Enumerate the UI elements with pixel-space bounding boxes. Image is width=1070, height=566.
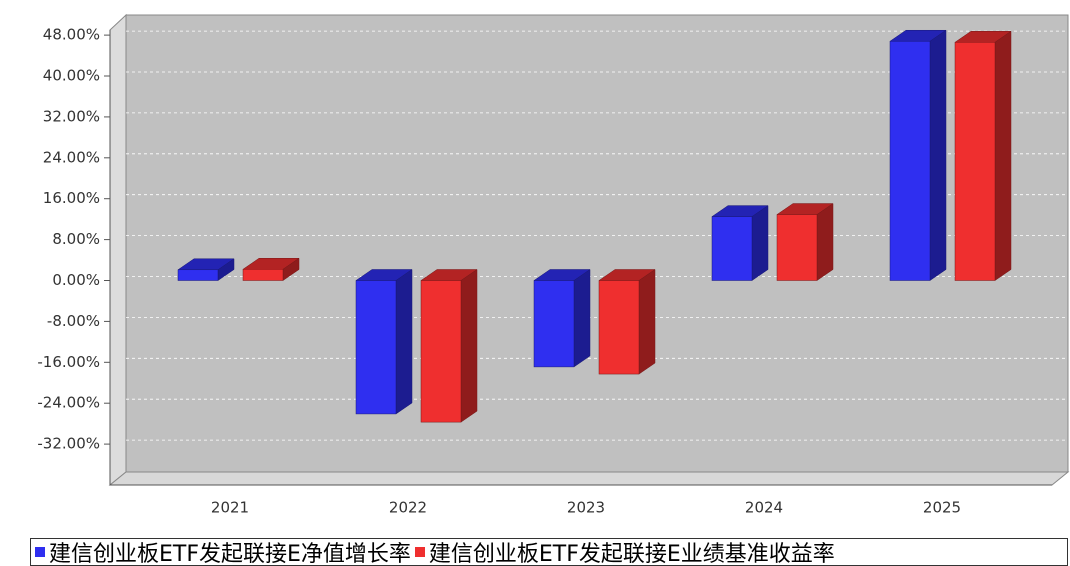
y-tick-label: 32.00% <box>43 107 100 125</box>
bar <box>598 280 640 375</box>
y-tick-label: -24.00% <box>37 394 100 412</box>
bar-side <box>929 29 947 281</box>
bar <box>177 269 219 281</box>
x-tick-label: 2024 <box>745 499 783 517</box>
y-tick-label: 16.00% <box>43 189 100 207</box>
y-tick-label: 48.00% <box>43 26 100 44</box>
legend-label: 建信创业板ETF发起联接E净值增长率 <box>49 542 411 566</box>
bar <box>711 216 753 281</box>
legend: 建信创业板ETF发起联接E净值增长率 建信创业板ETF发起联接E业绩基准收益率 <box>30 538 1068 566</box>
chart: -32.00% -24.00% -16.00% -8.00% 0.00% 8.00% 16.… <box>37 13 1070 517</box>
x-tick-label: 2022 <box>389 499 427 517</box>
bar <box>420 280 462 423</box>
bar-side <box>751 205 769 281</box>
bar-side <box>573 269 591 368</box>
bar-side <box>816 203 834 281</box>
bar-side <box>994 30 1012 281</box>
bar <box>954 42 996 281</box>
legend-swatch <box>35 547 45 557</box>
floor <box>108 471 1070 486</box>
x-tick-label: 2021 <box>211 499 249 517</box>
x-tick-label: 2025 <box>923 499 961 517</box>
y-tick-label: 8.00% <box>52 230 100 248</box>
y-tick-label: -8.00% <box>47 312 100 330</box>
bar <box>355 280 397 415</box>
bar-side <box>460 269 478 423</box>
y-tick-label: -32.00% <box>37 435 100 453</box>
bar <box>242 269 284 281</box>
legend-swatch <box>414 547 425 557</box>
bar <box>533 280 575 368</box>
y-tick-label: 0.00% <box>52 271 100 289</box>
y-tick-label: 40.00% <box>43 67 100 85</box>
y-tick-label: -16.00% <box>37 353 100 371</box>
bar-side <box>395 269 413 415</box>
left-wall <box>109 13 127 487</box>
legend-label: 建信创业板ETF发起联接E业绩基准收益率 <box>428 542 835 566</box>
bar-side <box>638 269 656 375</box>
bar <box>776 214 818 281</box>
y-tick-label: 24.00% <box>43 148 100 166</box>
bar <box>889 40 931 281</box>
x-tick-label: 2023 <box>567 499 605 517</box>
